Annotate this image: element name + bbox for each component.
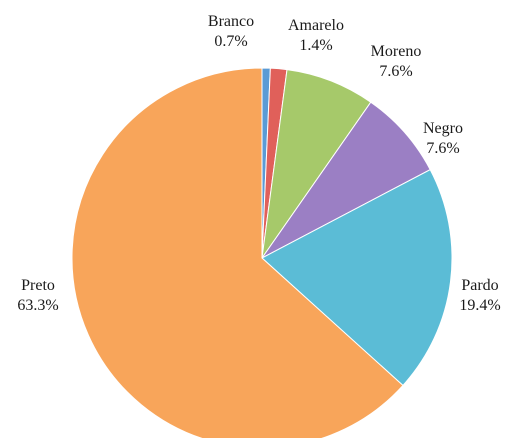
pie-label-category-pardo: Pardo: [461, 277, 498, 294]
pie-slice-pardo: [261, 168, 453, 387]
pie-label-value-negro: 7.6%: [426, 140, 459, 157]
pie-label-value-branco: 0.7%: [214, 33, 247, 50]
pie-label-moreno: Moreno 7.6%: [371, 43, 422, 80]
pie-label-category-negro: Negro: [423, 120, 463, 137]
pie-label-category-branco: Branco: [208, 13, 254, 30]
pie-label-category-preto: Preto: [21, 277, 55, 294]
pie-label-value-preto: 63.3%: [17, 297, 58, 314]
pie-label-category-amarelo: Amarelo: [288, 17, 344, 34]
pie-slice-preto: [71, 67, 404, 438]
pie-label-value-pardo: 19.4%: [459, 297, 500, 314]
pie-label-category-moreno: Moreno: [371, 43, 422, 60]
pie-label-pardo: Pardo 19.4%: [459, 277, 500, 314]
pie-label-negro: Negro 7.6%: [423, 120, 463, 157]
pie-label-amarelo: Amarelo 1.4%: [288, 17, 344, 54]
pie-labels: Branco 0.7% Amarelo 1.4% Moreno 7.6% Negro 7.6%…: [17, 13, 500, 314]
pie-label-branco: Branco 0.7%: [208, 13, 254, 50]
pie-slices: [71, 67, 453, 438]
pie-label-value-moreno: 7.6%: [379, 63, 412, 80]
pie-label-preto: Preto 63.3%: [17, 277, 58, 314]
pie-label-value-amarelo: 1.4%: [299, 37, 332, 54]
